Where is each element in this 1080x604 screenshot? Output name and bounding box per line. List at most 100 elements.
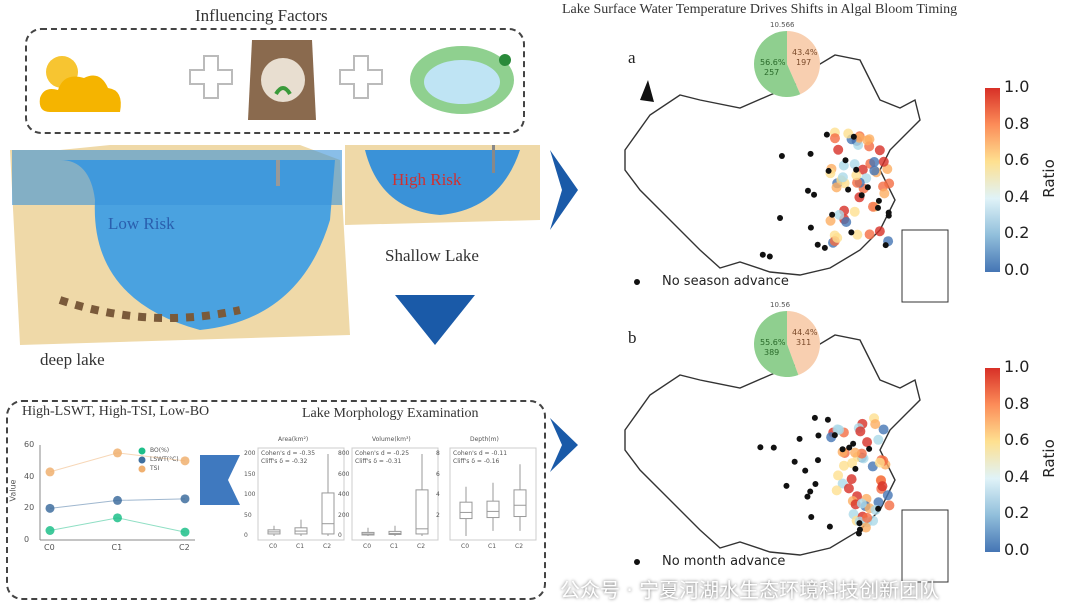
boxplot <box>294 519 308 536</box>
boxplot-title: Depth(m) <box>470 436 499 443</box>
lake-point <box>849 206 860 217</box>
lake-point <box>847 458 858 469</box>
lake-point <box>864 229 875 240</box>
watermark: 公众号 · 宁夏河湖水生态环境科技创新团队 <box>560 578 940 602</box>
lake-point <box>862 512 873 523</box>
lake-point <box>852 177 863 188</box>
lake-point <box>860 522 871 533</box>
boxplot <box>388 525 402 536</box>
no-advance-point <box>831 432 838 439</box>
pie-slice <box>754 311 799 377</box>
no-advance-point <box>804 187 811 194</box>
pie-top-label: 10.566 <box>770 21 795 29</box>
lake-point <box>874 145 885 156</box>
boxplot <box>415 454 429 536</box>
no-advance-point <box>815 432 822 439</box>
no-advance-point <box>783 482 790 489</box>
colorbar-label: Ratio <box>1039 439 1058 478</box>
colorbar-tick: 1.0 <box>1004 77 1030 96</box>
boxplot <box>321 454 335 536</box>
high-risk-label: High Risk <box>392 170 462 189</box>
stat-label: Cohen's d = -0.25 <box>355 450 410 457</box>
lake-point <box>882 490 893 501</box>
right-title: Lake Surface Water Temperature Drives Sh… <box>562 2 958 17</box>
china-map <box>624 54 949 303</box>
no-advance-point <box>807 488 814 495</box>
x-tick-label: C1 <box>390 543 399 550</box>
stat-label: Cliff's δ = -0.32 <box>261 458 308 465</box>
fertilizer-bag-icon <box>248 40 316 120</box>
lake-point <box>841 216 852 227</box>
lake-point <box>846 474 857 485</box>
colorbar-tick: 0.2 <box>1004 223 1030 242</box>
y-tick-label: 150 <box>244 470 256 478</box>
lake-point <box>879 188 890 199</box>
colorbar-tick: 0.6 <box>1004 150 1030 169</box>
no-advance-point <box>848 229 855 236</box>
pie-green-pct: 55.6% <box>760 338 786 347</box>
y-tick-label: 600 <box>338 470 350 478</box>
lake-point <box>873 497 884 508</box>
y-tick-label: 400 <box>338 491 350 498</box>
stat-label: Cliff's δ = -0.16 <box>453 458 500 465</box>
data-point <box>45 503 55 513</box>
lake-point <box>831 485 842 496</box>
shallow-lake-label: Shallow Lake <box>385 246 479 265</box>
colorbar-tick: 0.2 <box>1004 503 1030 522</box>
no-advance-point <box>812 481 819 488</box>
data-point <box>180 456 190 466</box>
lake-algae-icon <box>410 46 514 114</box>
data-point <box>113 448 122 458</box>
lake-point <box>856 498 867 509</box>
y-tick-label: 50 <box>244 511 252 519</box>
no-advance-point <box>829 211 836 218</box>
no-advance-point <box>791 458 798 465</box>
colorbar-tick: 0.0 <box>1004 259 1030 279</box>
y-tick-label: 0 <box>338 532 342 539</box>
boxplot <box>513 464 527 531</box>
pie-slice <box>787 31 821 95</box>
y-tick-label: 4 <box>436 491 440 498</box>
y-tick-label: 40 <box>24 471 35 481</box>
no-advance-point <box>850 133 857 140</box>
factors-box <box>25 28 525 134</box>
no-advance-point <box>839 446 846 453</box>
no-advance-point <box>811 414 818 421</box>
no-advance-point <box>757 444 764 451</box>
stat-label: Cohen's d = -0.35 <box>261 450 316 457</box>
no-advance-point <box>807 150 814 157</box>
y-tick-label: 200 <box>244 450 256 457</box>
no-advance-point <box>874 204 881 211</box>
legend-marker <box>634 279 640 285</box>
deep-lake-label: deep lake <box>40 350 105 369</box>
pie-top-label: 10.56 <box>770 301 791 309</box>
colorbar-label: Ratio <box>1039 159 1058 198</box>
legend-label: TSI <box>150 465 160 472</box>
x-tick-label: C1 <box>488 543 497 550</box>
colorbar-tick: 0.4 <box>1004 186 1030 206</box>
x-tick-label: C0 <box>269 543 278 550</box>
y-tick-label: 8 <box>436 450 440 457</box>
no-advance-point <box>796 435 803 442</box>
no-advance-point <box>856 520 863 527</box>
x-tick-label: C0 <box>44 543 55 552</box>
pie-green-n: 257 <box>764 68 780 77</box>
lake-point <box>877 481 888 492</box>
pie-slice <box>787 311 820 375</box>
low-risk-label: Low Risk <box>108 214 175 233</box>
sun-cloud-icon <box>39 56 121 112</box>
thermometer-icon <box>276 160 280 186</box>
no-advance-point <box>850 440 857 447</box>
lake-point <box>831 182 842 193</box>
data-point <box>180 527 190 537</box>
x-tick-label: C1 <box>296 543 305 550</box>
no-advance-point <box>882 242 889 249</box>
legend-label: BO(%) <box>150 447 170 454</box>
no-advance-point <box>823 131 830 138</box>
lake-point <box>837 172 848 183</box>
y-tick-label: 6 <box>436 470 440 478</box>
no-advance-point <box>759 251 766 258</box>
no-advance-point <box>866 445 873 452</box>
